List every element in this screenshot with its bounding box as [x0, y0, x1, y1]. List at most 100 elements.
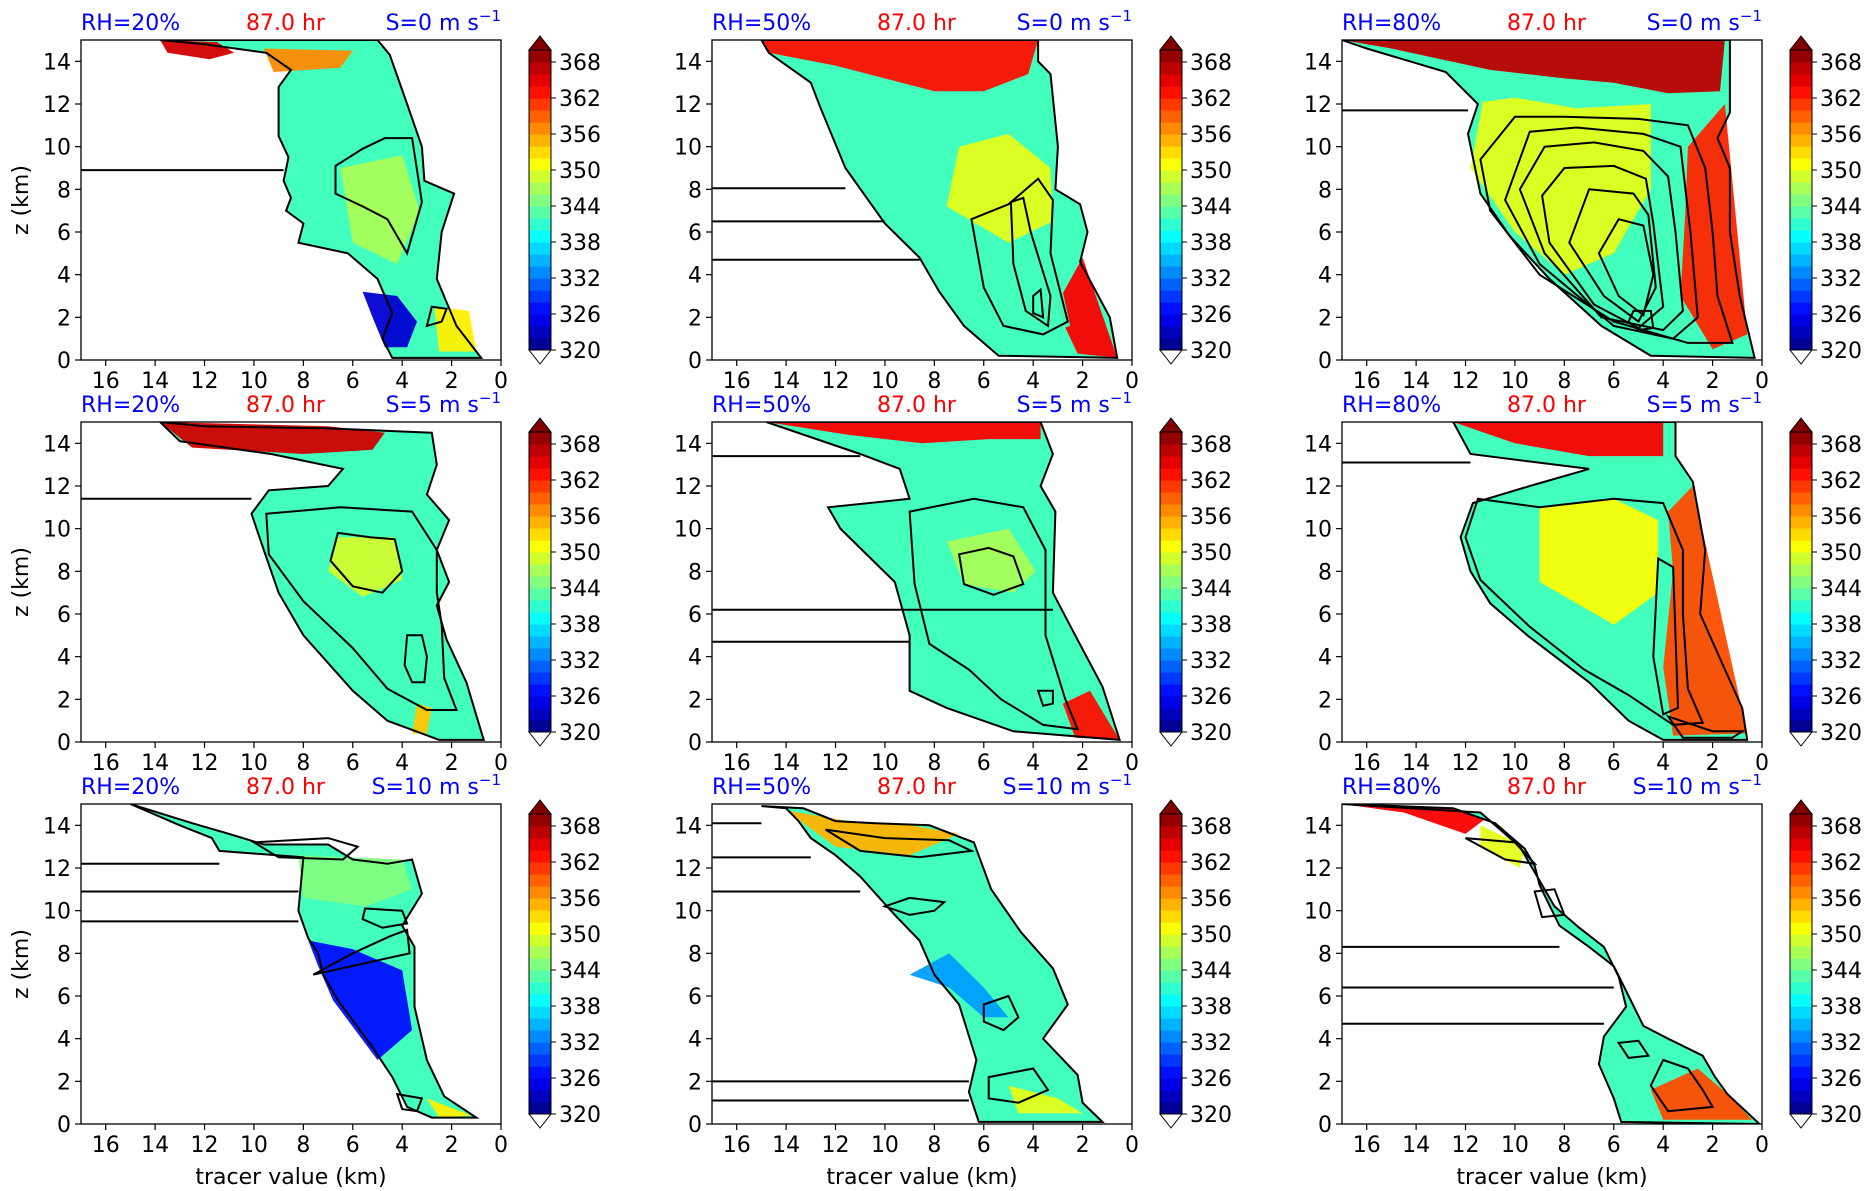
shaded-region [946, 528, 1036, 593]
colorbar-segment [1160, 600, 1182, 613]
x-tick-label: 2 [445, 1133, 459, 1158]
colorbar-tick-label: 338 [1820, 995, 1862, 1020]
x-tick-label: 16 [1353, 751, 1381, 776]
colorbar-segment [1160, 170, 1182, 183]
colorbar-segment [1790, 576, 1812, 589]
x-tick-label: 8 [927, 1133, 941, 1158]
colorbar-segment [1160, 74, 1182, 87]
colorbar-segment [529, 970, 551, 983]
y-tick-label: 10 [1304, 136, 1332, 161]
colorbar-segment [529, 1054, 551, 1067]
y-tick-label: 2 [1318, 1070, 1332, 1095]
colorbar-segment [529, 492, 551, 505]
colorbar-segment [1160, 230, 1182, 243]
x-tick-label: 4 [1656, 1133, 1670, 1158]
shaded-region [426, 1098, 472, 1118]
colorbar-segment [1790, 708, 1812, 721]
colorbar-tick-label: 338 [559, 231, 601, 256]
colorbar-segment [529, 50, 551, 63]
colorbar-tick-label: 356 [559, 123, 601, 148]
colorbar-tick-label: 332 [559, 649, 601, 674]
colorbar-segment [1160, 468, 1182, 481]
colorbar-segment [529, 814, 551, 827]
shaded-region [909, 953, 1009, 1018]
rh-title: RH=20% [81, 393, 180, 418]
colorbar-segment [1160, 624, 1182, 637]
colorbar-segment [1790, 1078, 1812, 1091]
x-tick-label: 4 [395, 1133, 409, 1158]
colorbar-tick-label: 344 [1190, 195, 1232, 220]
panel-3-3: 16 14 12 10 8 6 4 2 0 0 2 4 6 8 10 12 14 RH=80% 87.0 hr S=1… [1304, 771, 1862, 1190]
outline-contour [130, 804, 480, 1119]
colorbar-segment [1160, 910, 1182, 923]
colorbar-tick-label: 332 [1190, 649, 1232, 674]
colorbar-segment [529, 444, 551, 457]
colorbar-tick-label: 320 [1190, 1103, 1232, 1128]
colorbar-segment [1160, 134, 1182, 147]
x-tick-label: 6 [1607, 369, 1621, 394]
x-axis-label: tracer value (km) [195, 1165, 386, 1190]
colorbar-segment [1790, 540, 1812, 553]
y-tick-label: 6 [688, 603, 702, 628]
colorbar-segment [1790, 946, 1812, 959]
x-tick-label: 16 [1353, 1133, 1381, 1158]
x-tick-label: 16 [723, 369, 751, 394]
y-tick-label: 2 [57, 306, 71, 331]
y-tick-label: 10 [43, 518, 71, 543]
x-tick-label: 0 [1755, 369, 1769, 394]
colorbar-segment [1790, 278, 1812, 291]
y-tick-label: 4 [57, 264, 71, 289]
x-tick-label: 8 [296, 1133, 310, 1158]
colorbar-tick-label: 356 [1190, 887, 1232, 912]
colorbar-frame [528, 431, 552, 733]
x-tick-label: 14 [141, 751, 169, 776]
colorbar-segment [529, 74, 551, 87]
colorbar-segment [529, 302, 551, 315]
y-tick-label: 0 [1318, 1113, 1332, 1138]
axes-frame [1341, 421, 1763, 743]
colorbar-tick-label: 368 [1190, 815, 1232, 840]
outline-contour [1342, 40, 1756, 359]
x-tick-label: 0 [1755, 1133, 1769, 1158]
colorbar-segment [1160, 218, 1182, 231]
y-tick-label: 8 [1318, 942, 1332, 967]
colorbar-segment [1160, 290, 1182, 303]
colorbar-tick-label: 362 [1190, 851, 1232, 876]
colorbar-segment [529, 146, 551, 159]
y-tick-label: 10 [43, 136, 71, 161]
colorbar-segment [529, 134, 551, 147]
axes-frame [80, 421, 502, 743]
x-tick-label: 14 [1402, 751, 1430, 776]
x-tick-label: 8 [1557, 751, 1571, 776]
colorbar-segment [1790, 158, 1812, 171]
colorbar: 320 326 332 338 344 350 356 362 368 [1158, 35, 1232, 365]
outline-contour [1452, 422, 1749, 741]
colorbar-segment [529, 994, 551, 1007]
time-title: 87.0 hr [877, 393, 957, 418]
x-tick-label: 10 [1501, 1133, 1529, 1158]
colorbar-segment [529, 696, 551, 709]
contour-line [987, 1067, 1050, 1104]
y-tick-label: 10 [674, 136, 702, 161]
y-tick-label: 12 [674, 475, 702, 500]
shaded-field [130, 804, 477, 1118]
colorbar-segment [529, 946, 551, 959]
y-axis-label: z (km) [9, 929, 34, 999]
colorbar-segment [529, 338, 551, 351]
colorbar-segment [1160, 432, 1182, 445]
colorbar-segment [529, 910, 551, 923]
plot-area [1342, 804, 1761, 1124]
plot-area [712, 422, 1122, 742]
y-tick-label: 4 [57, 1028, 71, 1053]
contour-line [970, 177, 1069, 336]
x-tick-label: 2 [1076, 1133, 1090, 1158]
colorbar-tick-label: 320 [559, 721, 601, 746]
contour-line [1597, 218, 1655, 317]
colorbar-segment [529, 958, 551, 971]
rh-title: RH=20% [81, 775, 180, 800]
contour-line [1518, 141, 1684, 332]
colorbar-segment [1790, 922, 1812, 935]
y-tick-label: 12 [674, 93, 702, 118]
colorbar-segment [1160, 1102, 1182, 1115]
y-tick-label: 0 [688, 349, 702, 374]
